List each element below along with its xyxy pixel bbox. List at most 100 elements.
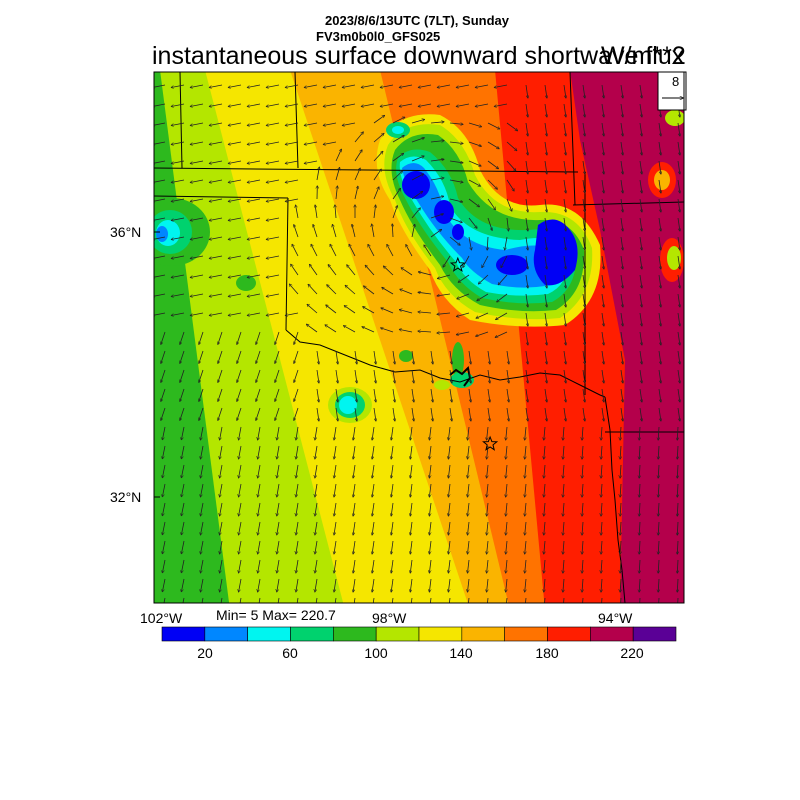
wind-vector [190, 122, 204, 126]
wind-vector [277, 464, 280, 478]
wind-vector [296, 578, 299, 592]
wind-vector [315, 578, 318, 592]
wind-vector [239, 464, 242, 478]
colorbar-swatch [333, 626, 377, 642]
wind-vector [258, 445, 261, 459]
wind-vector [639, 597, 641, 603]
wind-vector [582, 293, 585, 307]
wind-vector [266, 179, 280, 183]
wind-vector [228, 84, 242, 88]
wind-vector [315, 521, 318, 535]
wind-vector [601, 426, 602, 440]
wind-vector [658, 198, 661, 212]
wind-vector [258, 464, 261, 478]
wind-vector [601, 141, 604, 155]
wind-vector [162, 502, 166, 516]
wind-vector [372, 540, 375, 554]
wind-vector-field [154, 84, 680, 603]
wind-vector [544, 483, 545, 497]
wind-vector [506, 521, 507, 535]
wind-vector [437, 313, 451, 314]
city-markers [449, 256, 499, 451]
wind-vector [658, 597, 660, 603]
wind-vector [220, 559, 223, 573]
wind-vector [335, 350, 338, 364]
wind-vector [162, 483, 166, 497]
wind-vector [487, 179, 497, 189]
wind-vector [487, 198, 495, 210]
wind-vector [411, 224, 415, 238]
wind-vector [237, 369, 242, 382]
wind-vector [487, 597, 489, 603]
wind-vector [400, 289, 413, 295]
wind-vector [201, 597, 204, 603]
wind-vector [497, 293, 508, 302]
wind-vector [277, 483, 280, 497]
wind-vector [639, 464, 640, 478]
wind-vector [162, 559, 166, 573]
wind-vector [544, 597, 546, 603]
wind-vector [266, 255, 280, 259]
wind-vector [237, 331, 242, 344]
wind-vector [304, 141, 318, 145]
wind-vector [209, 141, 223, 145]
wind-vector [247, 84, 261, 88]
wind-vector [410, 540, 413, 554]
wind-vector [228, 103, 242, 107]
wind-vector [468, 445, 470, 459]
wind-vector [162, 578, 166, 592]
wind-vector [429, 426, 432, 440]
wind-vector [601, 198, 604, 212]
wind-vector [505, 236, 508, 250]
colorbar-swatch [375, 626, 420, 642]
wind-vector [296, 205, 299, 219]
wind-vector [429, 445, 432, 459]
wind-vector [316, 407, 319, 421]
wind-vector [335, 388, 338, 402]
wind-vector [563, 84, 566, 98]
wind-vector [335, 407, 338, 421]
wind-vector [658, 369, 661, 383]
wind-vector [220, 445, 223, 459]
wind-vector [448, 597, 451, 603]
wind-vector [247, 122, 261, 126]
wind-vector [437, 103, 451, 107]
colorbar-swatch [204, 626, 248, 642]
wind-vector [354, 132, 363, 143]
wind-vector [218, 369, 223, 382]
wind-vector [430, 122, 444, 123]
wind-vector [563, 236, 566, 250]
wind-vector [316, 369, 319, 383]
wind-vector [582, 445, 583, 459]
wind-vector [658, 312, 661, 326]
colorbar-swatch [504, 626, 548, 642]
wind-vector [380, 84, 394, 88]
wind-vector [190, 236, 204, 240]
wind-vector [162, 426, 166, 440]
wind-vector [220, 426, 223, 440]
wind-vector [487, 540, 488, 554]
wind-vector [525, 483, 526, 497]
colorbar-swatch [547, 626, 591, 642]
wind-vector [275, 331, 280, 344]
wind-vector [382, 287, 394, 295]
wind-vector [677, 293, 680, 307]
wind-vector [373, 151, 383, 162]
wind-vector [275, 388, 280, 401]
wind-vector [266, 141, 280, 145]
wind-vector [601, 160, 604, 174]
wind-vector [448, 521, 451, 535]
wind-vector [582, 597, 584, 603]
wind-vector [620, 179, 623, 193]
wind-vector [410, 445, 413, 459]
wind-vector [601, 312, 604, 326]
wind-vector [677, 255, 680, 269]
wind-vector [677, 236, 680, 250]
wind-vector [487, 388, 490, 402]
wind-vector [620, 103, 623, 117]
wind-vector [228, 236, 242, 240]
colorbar-label-140: 140 [449, 645, 473, 661]
wind-vector [525, 84, 528, 98]
wind-vector [468, 502, 470, 516]
